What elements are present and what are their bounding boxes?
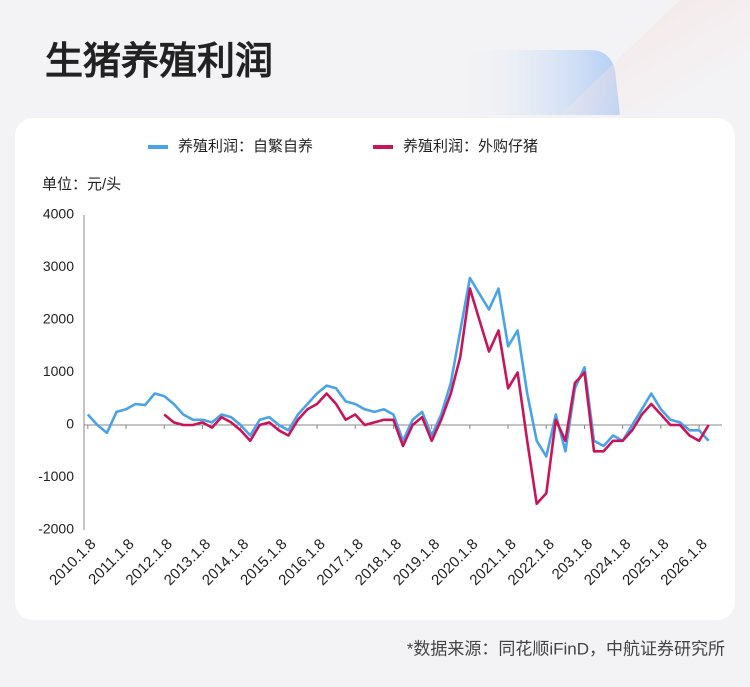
y-tick-label: 4000 xyxy=(43,206,74,222)
y-tick-label: -1000 xyxy=(38,468,74,484)
source-note: *数据来源：同花顺iFinD，中航证券研究所 xyxy=(407,639,725,658)
y-tick-label: 3000 xyxy=(43,258,74,274)
series-line xyxy=(163,287,710,506)
y-tick-label: 0 xyxy=(66,416,74,432)
legend-label: 养殖利润：自繁自养 xyxy=(178,138,313,155)
page-title: 生猪养殖利润 xyxy=(45,41,273,83)
legend-label: 养殖利润：外购仔猪 xyxy=(403,138,538,155)
y-tick-label: -2000 xyxy=(38,521,74,537)
unit-label: 单位：元/头 xyxy=(42,176,121,193)
chart-card xyxy=(15,118,735,620)
decoration xyxy=(560,0,750,115)
series-line xyxy=(86,276,710,458)
y-tick-label: 1000 xyxy=(43,363,74,379)
y-tick-label: 2000 xyxy=(43,311,74,327)
